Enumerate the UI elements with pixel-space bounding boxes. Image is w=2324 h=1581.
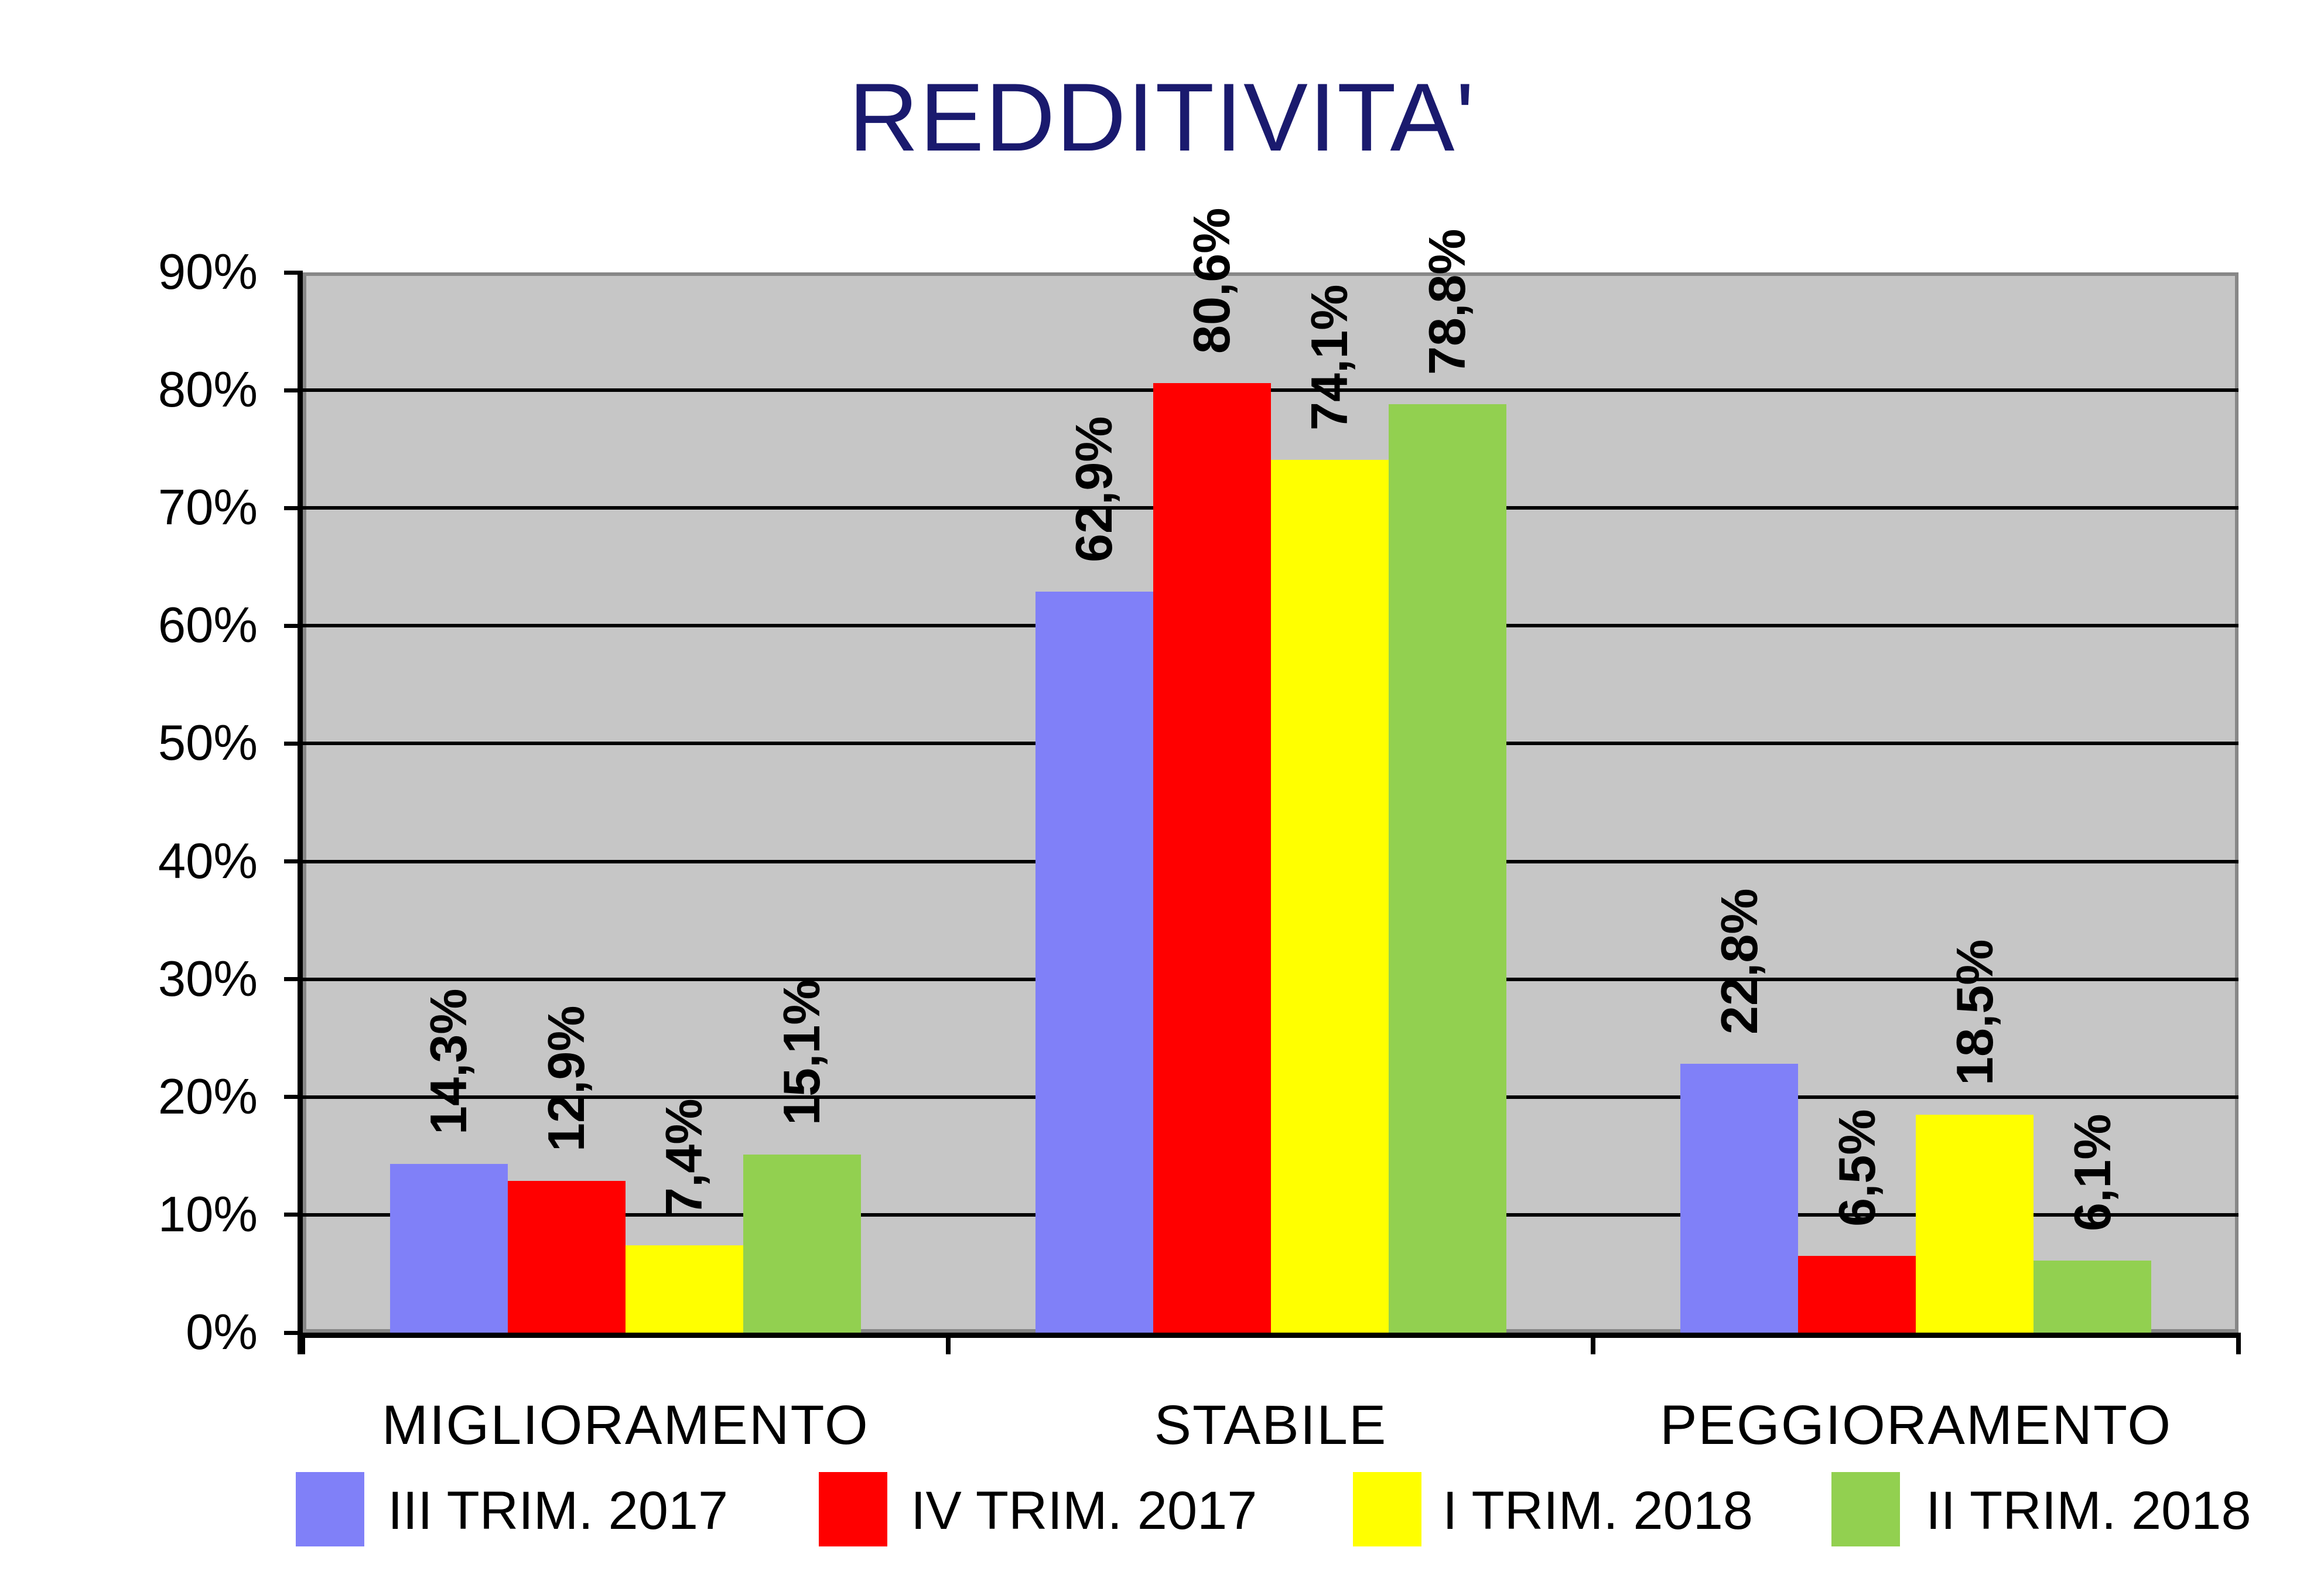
bar-2-cat-1 <box>507 1180 626 1333</box>
legend-swatch <box>296 1472 364 1546</box>
category-label: STABILE <box>1154 1394 1387 1456</box>
y-axis-tick <box>284 1213 303 1217</box>
y-axis-tick <box>284 388 303 392</box>
chart-title: REDDITIVITA' <box>849 63 1475 171</box>
y-axis-label: 30% <box>158 951 258 1007</box>
legend-label: I TRIM. 2018 <box>1443 1481 1754 1541</box>
category-label: MIGLIORAMENTO <box>381 1394 869 1456</box>
y-axis-tick <box>284 1095 303 1099</box>
x-axis-tick <box>945 1333 951 1354</box>
y-axis-label: 0% <box>186 1305 258 1360</box>
bar-value-label: 18,5% <box>1945 939 2004 1085</box>
bar-value-label: 22,8% <box>1710 888 1768 1035</box>
bar-value-label: 80,6% <box>1182 207 1240 354</box>
y-axis-tick <box>284 741 303 746</box>
y-axis-tick <box>284 859 303 864</box>
bar-4-cat-3 <box>2034 1261 2152 1333</box>
legend-swatch <box>819 1472 887 1546</box>
y-axis-label: 40% <box>158 833 258 889</box>
gridline <box>303 388 2238 392</box>
y-axis-label: 70% <box>158 480 258 536</box>
legend-label: IV TRIM. 2017 <box>911 1481 1257 1541</box>
y-axis-label: 10% <box>158 1186 258 1242</box>
bar-value-label: 62,9% <box>1065 416 1123 562</box>
bar-value-label: 14,3% <box>419 988 478 1135</box>
bar-2-cat-3 <box>1798 1256 1916 1333</box>
x-axis-tick <box>2236 1333 2241 1354</box>
bar-4-cat-2 <box>1388 404 1506 1333</box>
category-label: PEGGIORAMENTO <box>1660 1394 2172 1456</box>
bar-value-label: 6,5% <box>1827 1109 1886 1227</box>
bar-2-cat-2 <box>1153 383 1271 1333</box>
bar-value-label: 6,1% <box>2063 1114 2121 1232</box>
y-axis-tick <box>284 270 303 275</box>
y-axis-label: 50% <box>158 715 258 771</box>
y-axis-label: 20% <box>158 1068 258 1125</box>
bar-value-label: 74,1% <box>1300 284 1358 431</box>
x-axis-tick <box>300 1333 305 1354</box>
bar-value-label: 12,9% <box>537 1005 596 1152</box>
bar-3-cat-2 <box>1270 459 1389 1333</box>
bar-3-cat-3 <box>1916 1114 2034 1333</box>
bar-4-cat-1 <box>743 1155 861 1333</box>
bar-value-label: 15,1% <box>773 979 831 1126</box>
legend-swatch <box>1353 1472 1421 1546</box>
y-axis-tick <box>284 1330 303 1335</box>
legend-label: II TRIM. 2018 <box>1926 1481 2251 1541</box>
y-axis-label: 60% <box>158 597 258 654</box>
y-axis-tick <box>284 506 303 510</box>
y-axis-tick <box>284 977 303 982</box>
bar-1-cat-1 <box>389 1164 508 1333</box>
bar-3-cat-1 <box>625 1245 743 1333</box>
y-axis-tick <box>284 623 303 628</box>
bar-1-cat-2 <box>1035 592 1153 1333</box>
bar-value-label: 78,8% <box>1418 228 1476 375</box>
x-axis-tick <box>1591 1333 1596 1354</box>
legend-label: III TRIM. 2017 <box>388 1481 729 1541</box>
bar-value-label: 7,4% <box>655 1098 713 1217</box>
legend-swatch <box>1831 1472 1900 1546</box>
y-axis-label: 90% <box>158 244 258 300</box>
x-axis-line <box>298 1333 2238 1338</box>
y-axis-line <box>298 272 303 1354</box>
y-axis-label: 80% <box>158 362 258 418</box>
bar-1-cat-3 <box>1680 1064 1799 1333</box>
